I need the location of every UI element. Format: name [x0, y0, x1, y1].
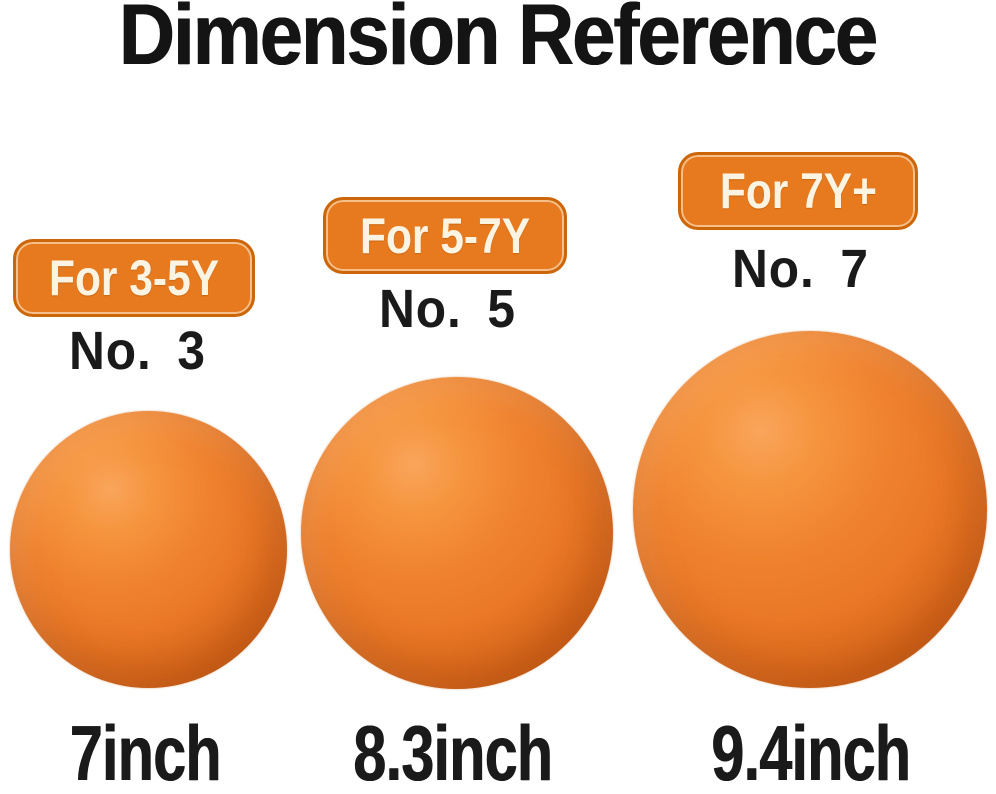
page-title-text: Dimension Reference: [119, 0, 878, 83]
page-title: Dimension Reference: [0, 0, 996, 78]
size-label-7inch: 7inch: [69, 709, 221, 794]
age-badge-7y-plus: For 7Y+: [678, 152, 918, 230]
ball-number-no3: No. 3: [68, 321, 206, 381]
age-badge-7y-plus-label: For 7Y+: [719, 163, 877, 219]
ball-number-no7: No. 7: [731, 239, 869, 299]
age-badge-5-7y-label: For 5-7Y: [359, 207, 531, 264]
ball-image-no3: [10, 411, 287, 688]
age-badge-5-7y: For 5-7Y: [323, 197, 567, 274]
size-label-8-3inch: 8.3inch: [353, 709, 554, 794]
age-badge-3-5y-label: For 3-5Y: [48, 250, 220, 306]
age-badge-3-5y: For 3-5Y: [13, 239, 255, 317]
ball-number-no5: No. 5: [378, 279, 516, 339]
size-label-9-4inch: 9.4inch: [711, 709, 912, 794]
ball-image-no7: [633, 331, 987, 688]
ball-image-no5: [301, 377, 613, 689]
